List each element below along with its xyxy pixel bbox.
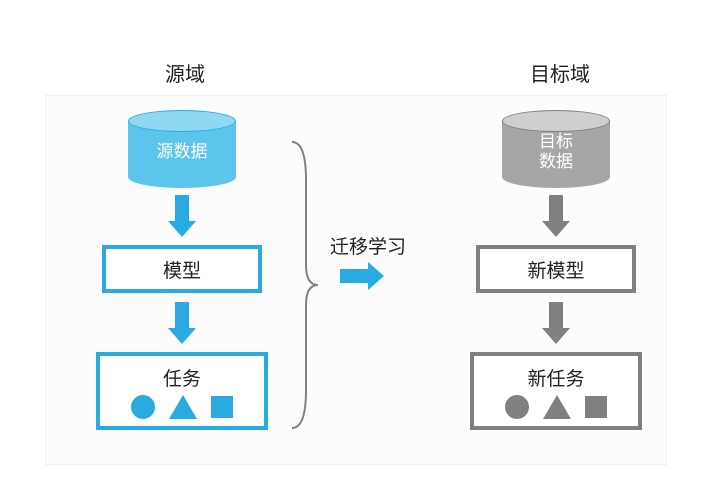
source-model-box: 模型 bbox=[102, 245, 262, 293]
target-data-label: 目标 数据 bbox=[502, 110, 610, 188]
target-task-label: 新任务 bbox=[527, 364, 584, 391]
target-model-box: 新模型 bbox=[476, 245, 636, 293]
source-model-label: 模型 bbox=[163, 256, 201, 283]
source-task-label: 任务 bbox=[163, 364, 201, 391]
arrow-source-data-to-model bbox=[168, 195, 196, 237]
source-task-shapes bbox=[131, 395, 233, 419]
target-data-cylinder: 目标 数据 bbox=[502, 110, 610, 188]
source-header: 源域 bbox=[115, 58, 255, 87]
arrow-source-model-to-task bbox=[168, 302, 196, 344]
arrow-target-model-to-task bbox=[542, 302, 570, 344]
target-task-shapes bbox=[505, 395, 607, 419]
square-icon bbox=[211, 396, 233, 418]
target-model-label: 新模型 bbox=[527, 256, 584, 283]
triangle-icon bbox=[169, 395, 197, 419]
square-icon bbox=[585, 396, 607, 418]
arrow-transfer bbox=[340, 262, 384, 290]
brace-icon bbox=[290, 140, 320, 430]
target-task-box: 新任务 bbox=[470, 352, 642, 430]
source-data-label: 源数据 bbox=[128, 110, 236, 188]
circle-icon bbox=[131, 395, 155, 419]
source-task-box: 任务 bbox=[96, 352, 268, 430]
triangle-icon bbox=[543, 395, 571, 419]
circle-icon bbox=[505, 395, 529, 419]
source-data-cylinder: 源数据 bbox=[128, 110, 236, 188]
transfer-label: 迁移学习 bbox=[323, 232, 413, 259]
arrow-target-data-to-model bbox=[542, 195, 570, 237]
target-header: 目标域 bbox=[490, 58, 630, 87]
